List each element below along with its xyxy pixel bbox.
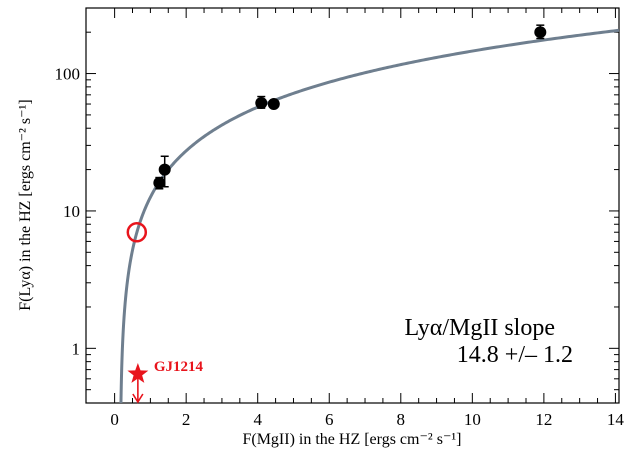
plot-frame [85,7,620,404]
upper-limit-marker [127,363,149,404]
data-point [158,163,171,176]
gj1214-label: GJ1214 [154,359,204,375]
axis-ticks [86,7,619,404]
x-tick-label: 10 [464,410,481,429]
slope-annotation-line2: 14.8 +/– 1.2 [457,342,573,368]
y-tick-label: 1 [72,339,81,358]
data-point [255,97,268,110]
x-tick-label: 14 [607,410,625,429]
y-tick-label: 100 [55,65,81,84]
x-tick-label: 0 [110,410,119,429]
x-axis-title: F(MgII) in the HZ [ergs cm⁻² s⁻¹] [242,431,461,448]
x-tick-labels: 0 2 4 6 8 10 12 14 [110,410,624,429]
y-tick-label: 10 [63,202,80,221]
predicted-point-marker [126,221,148,243]
y-axis-title: F(Lyα) in the HZ [ergs cm⁻² s⁻¹] [17,99,34,310]
upper-limit-star [127,363,149,383]
y-tick-labels: 1 10 100 [55,65,81,359]
x-tick-label: 8 [397,410,406,429]
slope-annotation-line1: Lyα/MgII slope [404,315,555,341]
data-points [153,26,547,189]
data-point [267,98,280,111]
upper-limit-arrowhead [132,393,144,404]
x-tick-label: 12 [535,410,552,429]
data-point [534,26,547,39]
x-tick-label: 2 [182,410,191,429]
data-point [153,176,166,189]
x-tick-label: 6 [325,410,334,429]
fit-curve [119,28,620,403]
x-tick-label: 4 [253,410,262,429]
